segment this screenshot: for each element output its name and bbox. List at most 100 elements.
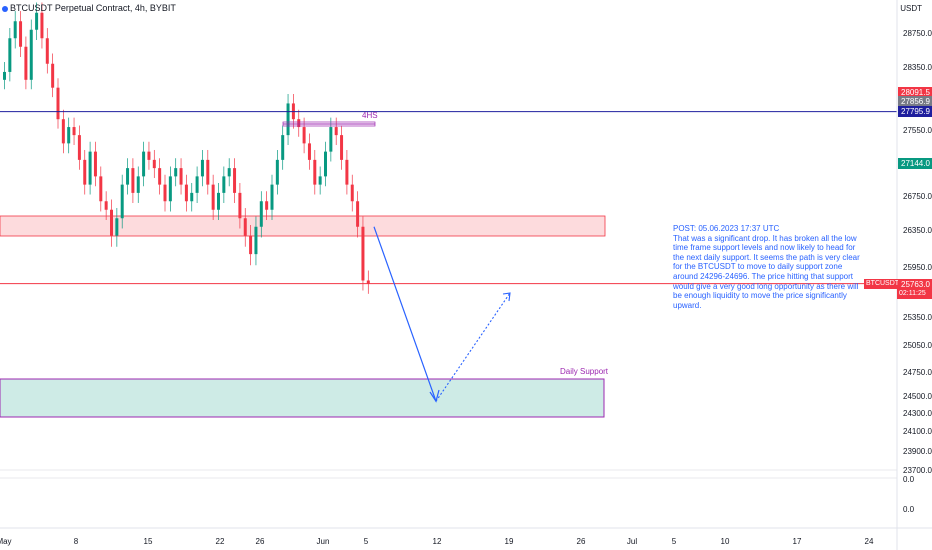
- daily-support-label: Daily Support: [560, 367, 609, 376]
- candle-body: [270, 184, 274, 210]
- zones: [0, 215, 606, 418]
- candle-body: [174, 168, 178, 177]
- candle-body: [307, 143, 311, 160]
- projection-down-arrow: [373, 226, 437, 402]
- candle-body: [51, 63, 55, 88]
- candle-body: [83, 159, 87, 185]
- candle-body: [275, 159, 279, 185]
- candle-body: [227, 168, 231, 177]
- candle-body: [318, 176, 322, 185]
- candle-body: [356, 201, 360, 227]
- candle-body: [77, 135, 81, 160]
- candle-body: [184, 184, 188, 202]
- time-tick: 8: [73, 537, 79, 546]
- candle-body: [297, 119, 301, 128]
- symbol-title-text: BTCUSDT Perpetual Contract, 4h, BYBIT: [10, 3, 176, 13]
- candle-body: [329, 127, 333, 152]
- time-tick: 12: [432, 537, 442, 546]
- time-tick: Jun: [316, 537, 330, 546]
- candle-body: [259, 201, 263, 227]
- candle-body: [88, 151, 92, 185]
- price-tag: 27144.0: [898, 158, 932, 169]
- candle-body: [24, 46, 28, 80]
- candle-body: [72, 127, 76, 136]
- candle-body: [142, 151, 146, 177]
- analysis-note: POST: 05.06.2023 17:37 UTC That was a si…: [673, 224, 860, 310]
- candle-body: [334, 127, 338, 136]
- candle-body: [233, 168, 237, 193]
- time-tick: 17: [792, 537, 802, 546]
- candles: [3, 2, 370, 294]
- candle-body: [222, 176, 226, 193]
- candle-body: [136, 176, 140, 193]
- candle-body: [115, 218, 119, 236]
- currency-label[interactable]: USDT: [900, 4, 922, 13]
- candle-body: [200, 159, 204, 177]
- time-tick: Jul: [626, 537, 638, 546]
- symbol-title[interactable]: BTCUSDT Perpetual Contract, 4h, BYBIT: [2, 3, 176, 13]
- price-tick: 26750.0: [903, 192, 932, 201]
- candle-body: [61, 119, 65, 144]
- pattern-box: [282, 121, 376, 127]
- time-tick: 10: [720, 537, 730, 546]
- candle-body: [29, 29, 33, 80]
- candle-body: [99, 176, 103, 202]
- current-price-tag: 25763.0: [898, 279, 932, 290]
- candle-body: [131, 168, 135, 193]
- symbol-dot-icon: [2, 5, 8, 12]
- time-tick: 15: [143, 537, 153, 546]
- candle-body: [281, 135, 285, 160]
- price-tick: 25350.0: [903, 313, 932, 322]
- daily-support-zone: [0, 378, 605, 418]
- candle-body: [147, 151, 151, 160]
- price-tag: 27795.9: [898, 106, 932, 117]
- price-tick: 24750.0: [903, 368, 932, 377]
- candle-body: [211, 184, 215, 210]
- time-tick: 5: [671, 537, 677, 546]
- candle-body: [345, 159, 349, 185]
- price-tick: 27550.0: [903, 126, 932, 135]
- candle-body: [254, 226, 258, 255]
- price-tick: 0.0: [903, 505, 915, 514]
- price-tick: 28350.0: [903, 63, 932, 72]
- candle-body: [361, 226, 365, 281]
- price-tick: 24500.0: [903, 392, 932, 401]
- price-tick: 24300.0: [903, 409, 932, 418]
- candle-body: [45, 38, 49, 64]
- candle-body: [13, 21, 17, 39]
- candle-body: [8, 38, 12, 72]
- time-tick: 19: [504, 537, 514, 546]
- candle-body: [195, 176, 199, 193]
- price-tick: 25050.0: [903, 341, 932, 350]
- price-tick: 0.0: [903, 475, 915, 484]
- time-tick: 26: [576, 537, 586, 546]
- candle-body: [340, 135, 344, 160]
- candle-body: [217, 192, 220, 210]
- price-tick: 23700.0: [903, 466, 932, 475]
- price-tag: 28091.5: [898, 87, 932, 98]
- price-tick: 26350.0: [903, 226, 932, 235]
- candle-body: [163, 184, 167, 202]
- candle-body: [110, 209, 113, 236]
- price-tick: 25950.0: [903, 263, 932, 272]
- time-tick: 26: [255, 537, 265, 546]
- candle-body: [265, 201, 269, 210]
- candle-body: [40, 12, 44, 39]
- overlays: [0, 111, 897, 403]
- projection-up-arrow: [435, 292, 511, 402]
- candle-body: [313, 159, 317, 185]
- time-tick: 24: [864, 537, 874, 546]
- price-tick: 23900.0: [903, 447, 932, 456]
- candle-body: [104, 201, 108, 210]
- time-tick: 22: [215, 537, 225, 546]
- candle-body: [206, 159, 210, 185]
- time-tick: May: [0, 537, 12, 546]
- candle-body: [366, 280, 370, 284]
- candle-body: [56, 87, 60, 120]
- candle-body: [152, 159, 156, 169]
- candle-body: [126, 168, 130, 185]
- candle-body: [324, 151, 327, 177]
- candle-body: [158, 168, 162, 185]
- candle-body: [238, 192, 242, 219]
